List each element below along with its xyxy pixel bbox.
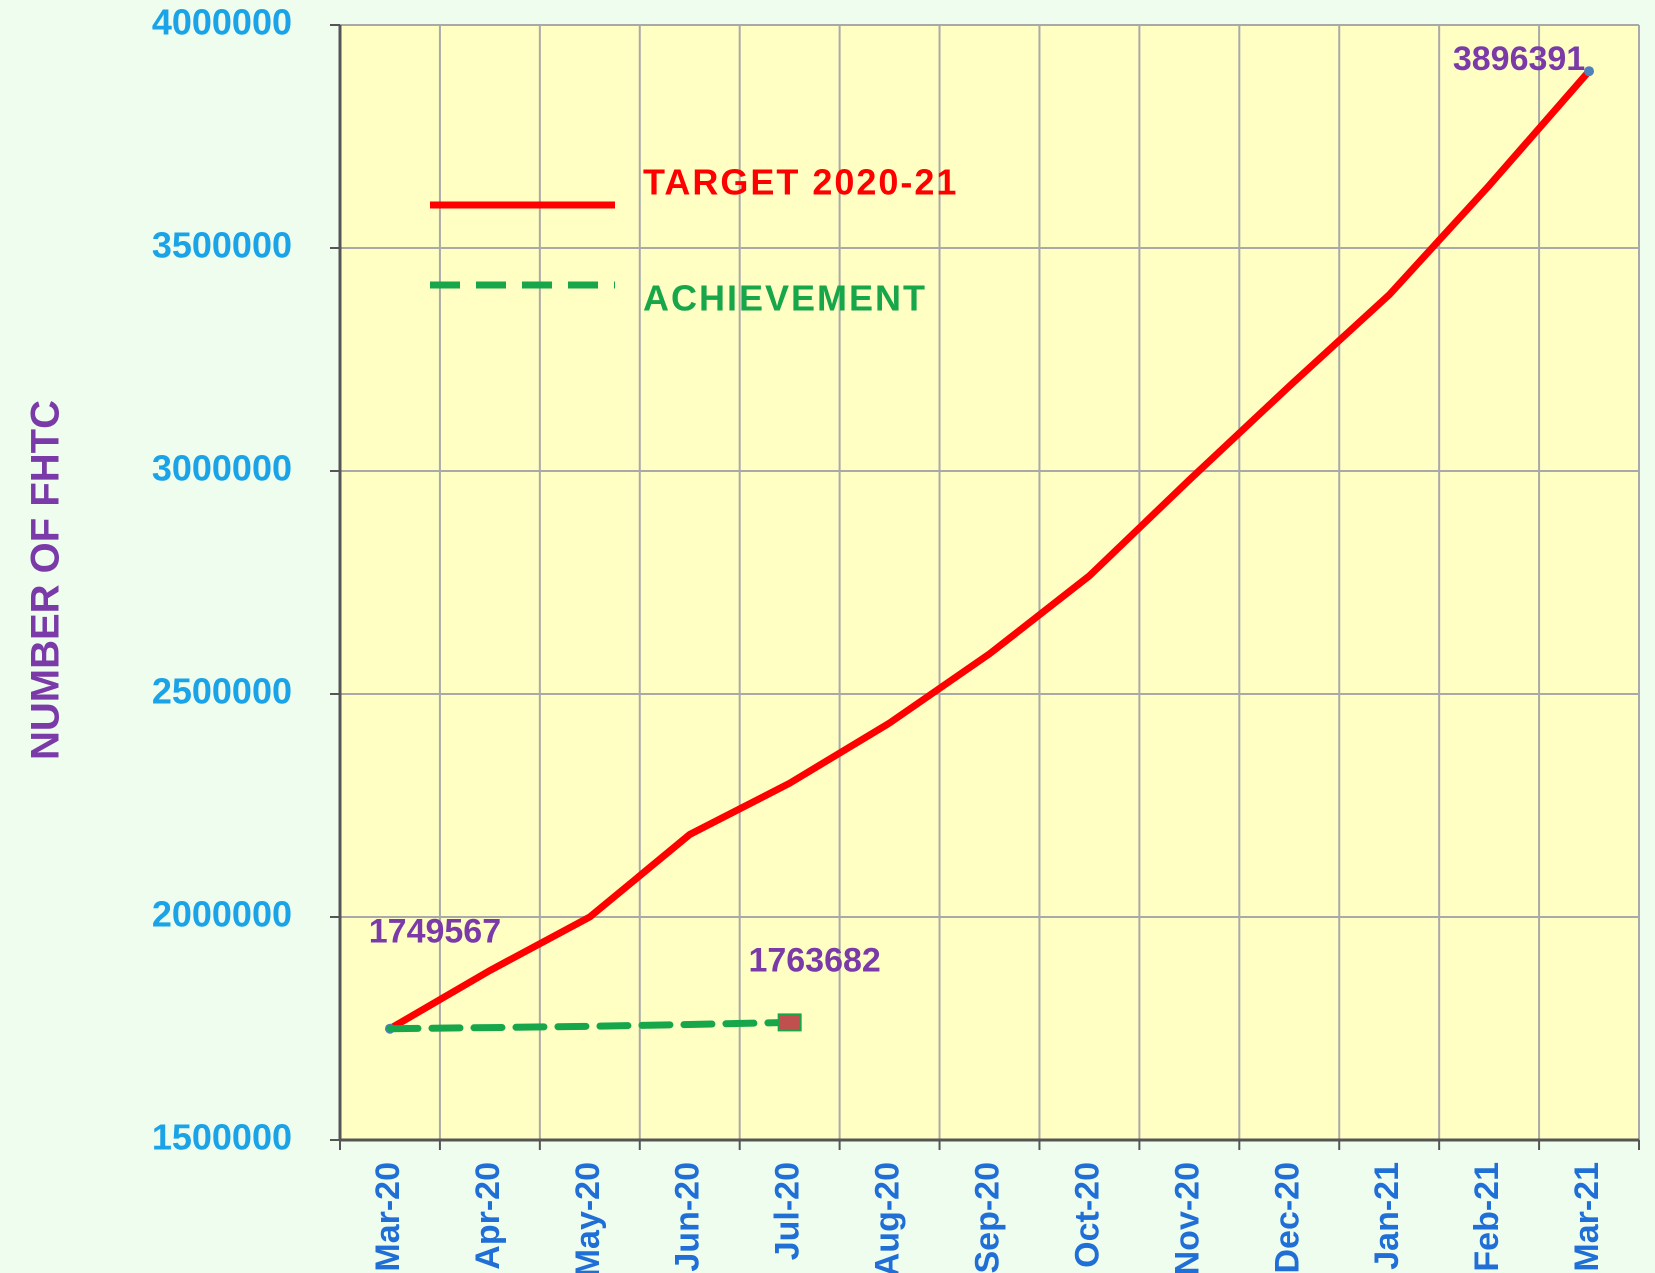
y-tick-label: 1500000: [152, 1117, 292, 1158]
y-tick-label: 4000000: [152, 2, 292, 43]
point-marker: [777, 1013, 802, 1032]
x-tick-label: Mar-21: [1568, 1162, 1606, 1272]
x-tick-label: Sep-20: [968, 1162, 1006, 1273]
x-tick-label: Feb-21: [1468, 1162, 1506, 1272]
y-tick-label: 2500000: [152, 671, 292, 712]
y-tick-label: 2000000: [152, 894, 292, 935]
legend-label: TARGET 2020-21: [643, 162, 958, 203]
x-tick-label: Oct-20: [1068, 1162, 1106, 1268]
x-tick-label: Jun-20: [669, 1162, 707, 1272]
x-tick-label: Jan-21: [1368, 1162, 1406, 1270]
x-tick-label: Jul-20: [769, 1162, 807, 1260]
x-tick-label: Mar-20: [369, 1162, 407, 1272]
x-tick-label: Apr-20: [469, 1162, 507, 1270]
y-axis-label: NUMBER OF FHTC: [24, 400, 68, 760]
legend-label: ACHIEVEMENT: [643, 278, 927, 319]
data-label: 3896391: [1453, 40, 1585, 78]
x-tick-label: Nov-20: [1168, 1162, 1206, 1273]
series-line: [386, 67, 1593, 1033]
data-label: 1763682: [748, 941, 880, 979]
y-tick-label: 3000000: [152, 448, 292, 489]
data-label: 1749567: [369, 913, 501, 951]
x-tick-label: Aug-20: [869, 1162, 907, 1273]
series-line: [386, 1018, 794, 1033]
point-marker: [1584, 66, 1595, 77]
x-tick-label: Dec-20: [1268, 1162, 1306, 1273]
plot-area: [340, 25, 1639, 1140]
y-tick-label: 3500000: [152, 225, 292, 266]
x-tick-label: May-20: [569, 1162, 607, 1273]
